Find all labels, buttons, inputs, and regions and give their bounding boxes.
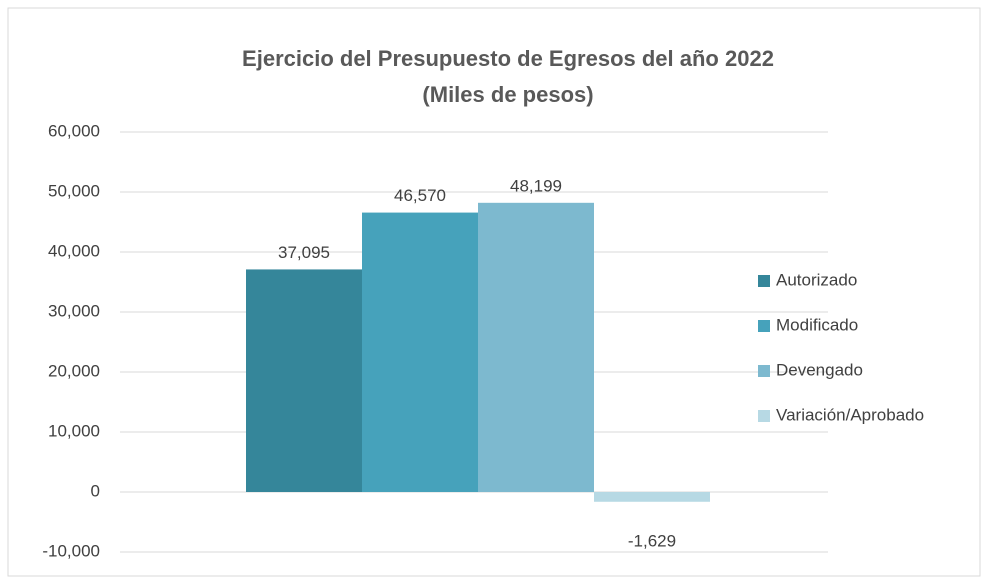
y-tick-label: 0 (91, 481, 100, 500)
legend-label: Autorizado (776, 270, 857, 289)
y-tick-label: -10,000 (42, 541, 100, 560)
legend-label: Variación/Aprobado (776, 405, 924, 424)
bar (594, 492, 710, 502)
legend-swatch (758, 410, 770, 422)
y-tick-label: 40,000 (48, 241, 100, 260)
legend-swatch (758, 320, 770, 332)
legend-label: Devengado (776, 360, 863, 379)
bar (362, 212, 478, 492)
data-label: 48,199 (510, 176, 562, 195)
bar (478, 202, 594, 492)
y-tick-label: 20,000 (48, 361, 100, 380)
data-label: 46,570 (394, 186, 446, 205)
y-tick-label: 60,000 (48, 121, 100, 140)
legend-swatch (758, 365, 770, 377)
y-tick-label: 50,000 (48, 181, 100, 200)
chart-subtitle: (Miles de pesos) (422, 82, 593, 107)
data-label: 37,095 (278, 243, 330, 262)
chart-title: Ejercicio del Presupuesto de Egresos del… (242, 46, 774, 71)
y-tick-label: 10,000 (48, 421, 100, 440)
y-tick-label: 30,000 (48, 301, 100, 320)
data-label: -1,629 (628, 531, 676, 550)
legend-swatch (758, 275, 770, 287)
bar (246, 269, 362, 492)
legend-label: Modificado (776, 315, 858, 334)
